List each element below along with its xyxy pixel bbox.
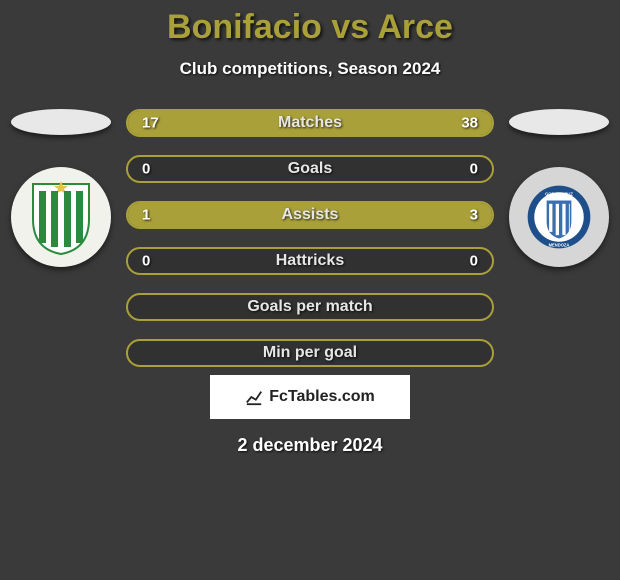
stat-label: Hattricks	[276, 252, 344, 270]
main-content: 17 Matches 38 0 Goals 0 1 Assists 3 0 Hattricks 0 Go…	[0, 109, 620, 367]
stat-value-right: 0	[470, 253, 478, 270]
footer: FcTables.com 2 december 2024	[0, 375, 620, 456]
stat-row: 1 Assists 3	[126, 201, 494, 229]
bar-fill-right	[219, 203, 492, 227]
stat-label: Matches	[278, 114, 342, 132]
stat-row: Min per goal	[126, 339, 494, 367]
svg-text:GODOY CRUZ: GODOY CRUZ	[545, 192, 573, 197]
brand-label: FcTables.com	[269, 388, 375, 406]
stat-value-left: 0	[142, 161, 150, 178]
subtitle: Club competitions, Season 2024	[0, 59, 620, 79]
shield-icon	[28, 179, 94, 255]
stat-value-left: 17	[142, 115, 159, 132]
club-badge-right: GODOY CRUZ MENDOZA	[509, 167, 609, 267]
stat-value-left: 0	[142, 253, 150, 270]
stat-row: 0 Hattricks 0	[126, 247, 494, 275]
player-ellipse-right	[509, 109, 609, 135]
page-title: Bonifacio vs Arce	[0, 8, 620, 47]
stat-row: 0 Goals 0	[126, 155, 494, 183]
stats-list: 17 Matches 38 0 Goals 0 1 Assists 3 0 Hattricks 0 Go…	[116, 109, 504, 367]
stat-row: Goals per match	[126, 293, 494, 321]
shield-icon: GODOY CRUZ MENDOZA	[526, 179, 592, 255]
stat-row: 17 Matches 38	[126, 109, 494, 137]
left-side	[6, 109, 116, 267]
stat-label: Min per goal	[263, 344, 357, 362]
chart-icon	[245, 388, 263, 406]
stat-label: Assists	[282, 206, 339, 224]
stat-value-right: 3	[470, 207, 478, 224]
comparison-card: Bonifacio vs Arce Club competitions, Sea…	[0, 0, 620, 456]
stat-label: Goals	[288, 160, 332, 178]
stat-value-right: 0	[470, 161, 478, 178]
svg-text:MENDOZA: MENDOZA	[549, 243, 570, 248]
club-badge-left	[11, 167, 111, 267]
date-label: 2 december 2024	[0, 435, 620, 456]
stat-label: Goals per match	[247, 298, 372, 316]
player-ellipse-left	[11, 109, 111, 135]
brand-badge[interactable]: FcTables.com	[210, 375, 410, 419]
right-side: GODOY CRUZ MENDOZA	[504, 109, 614, 267]
stat-value-left: 1	[142, 207, 150, 224]
stat-value-right: 38	[461, 115, 478, 132]
